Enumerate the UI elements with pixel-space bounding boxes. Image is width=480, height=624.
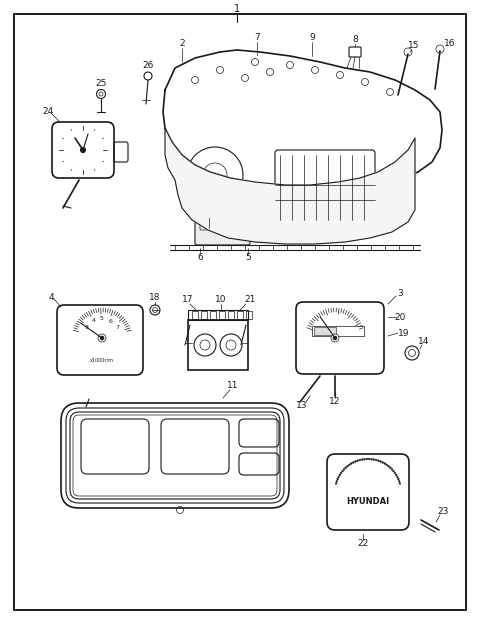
Polygon shape — [163, 50, 442, 188]
Bar — [188, 320, 248, 370]
Circle shape — [359, 459, 361, 461]
Text: 21: 21 — [244, 296, 256, 305]
Text: 9: 9 — [309, 34, 315, 42]
Circle shape — [399, 482, 401, 484]
Bar — [188, 310, 248, 320]
Circle shape — [352, 462, 354, 464]
Circle shape — [371, 458, 372, 460]
Circle shape — [345, 467, 347, 469]
Circle shape — [347, 466, 348, 467]
Circle shape — [253, 203, 256, 207]
Text: 7: 7 — [116, 324, 120, 329]
Circle shape — [340, 472, 342, 474]
Text: 23: 23 — [437, 507, 449, 517]
Circle shape — [98, 334, 106, 342]
Circle shape — [396, 476, 398, 478]
Polygon shape — [165, 128, 415, 244]
Circle shape — [343, 469, 345, 470]
Text: 13: 13 — [296, 401, 308, 411]
Circle shape — [393, 470, 395, 472]
Text: 5: 5 — [100, 316, 104, 321]
Circle shape — [398, 480, 400, 482]
Circle shape — [348, 464, 350, 466]
Circle shape — [342, 470, 343, 472]
Circle shape — [337, 478, 338, 480]
Circle shape — [366, 458, 368, 460]
Circle shape — [389, 467, 391, 469]
Bar — [192, 311, 198, 319]
Circle shape — [396, 474, 397, 475]
Circle shape — [384, 462, 385, 464]
Text: 16: 16 — [444, 39, 456, 47]
Text: 19: 19 — [398, 328, 410, 338]
Circle shape — [391, 469, 393, 470]
Circle shape — [397, 478, 399, 480]
Circle shape — [364, 458, 365, 460]
Text: 11: 11 — [227, 381, 239, 389]
Text: 24: 24 — [42, 107, 54, 117]
Text: 17: 17 — [182, 296, 194, 305]
Circle shape — [380, 461, 382, 462]
Text: 5: 5 — [245, 253, 251, 263]
Circle shape — [335, 482, 337, 484]
Text: 20: 20 — [394, 313, 406, 321]
FancyBboxPatch shape — [195, 195, 250, 245]
Circle shape — [394, 472, 396, 474]
Circle shape — [331, 334, 339, 342]
Circle shape — [373, 459, 375, 461]
Circle shape — [333, 336, 337, 340]
Text: 3: 3 — [84, 324, 88, 329]
Text: 22: 22 — [358, 540, 369, 548]
Circle shape — [264, 213, 266, 217]
Text: 26: 26 — [142, 62, 154, 71]
Text: 15: 15 — [408, 42, 420, 51]
Bar — [228, 311, 234, 319]
Bar — [246, 311, 252, 319]
Circle shape — [338, 476, 339, 478]
Text: 3: 3 — [397, 290, 403, 298]
Bar — [210, 311, 216, 319]
Circle shape — [368, 458, 370, 460]
Circle shape — [336, 480, 338, 482]
Text: 4: 4 — [48, 293, 54, 301]
Circle shape — [382, 462, 384, 464]
Circle shape — [350, 462, 352, 464]
Text: 4: 4 — [92, 318, 96, 323]
Text: 18: 18 — [149, 293, 161, 303]
Circle shape — [339, 474, 341, 475]
Text: 10: 10 — [215, 296, 227, 305]
Text: 2: 2 — [179, 39, 185, 47]
Circle shape — [100, 336, 104, 340]
Circle shape — [81, 147, 85, 152]
Bar — [314, 327, 336, 335]
Text: x1000r/m: x1000r/m — [90, 358, 114, 363]
Bar — [219, 311, 225, 319]
Circle shape — [355, 461, 356, 462]
Text: 6: 6 — [109, 319, 113, 324]
Text: HYUNDAI: HYUNDAI — [347, 497, 390, 507]
Bar — [201, 311, 207, 319]
Circle shape — [386, 464, 387, 466]
Circle shape — [375, 459, 377, 461]
Circle shape — [361, 459, 363, 461]
Text: 25: 25 — [96, 79, 107, 89]
Circle shape — [388, 466, 389, 467]
Circle shape — [264, 198, 266, 202]
Circle shape — [253, 213, 256, 217]
Text: 14: 14 — [418, 336, 430, 346]
Text: 12: 12 — [329, 397, 341, 406]
Circle shape — [357, 460, 359, 462]
Circle shape — [377, 460, 379, 462]
Text: 1: 1 — [234, 4, 240, 14]
Text: 8: 8 — [352, 36, 358, 44]
Bar — [237, 311, 243, 319]
Text: 6: 6 — [197, 253, 203, 263]
Text: 7: 7 — [254, 34, 260, 42]
Bar — [312, 326, 364, 336]
